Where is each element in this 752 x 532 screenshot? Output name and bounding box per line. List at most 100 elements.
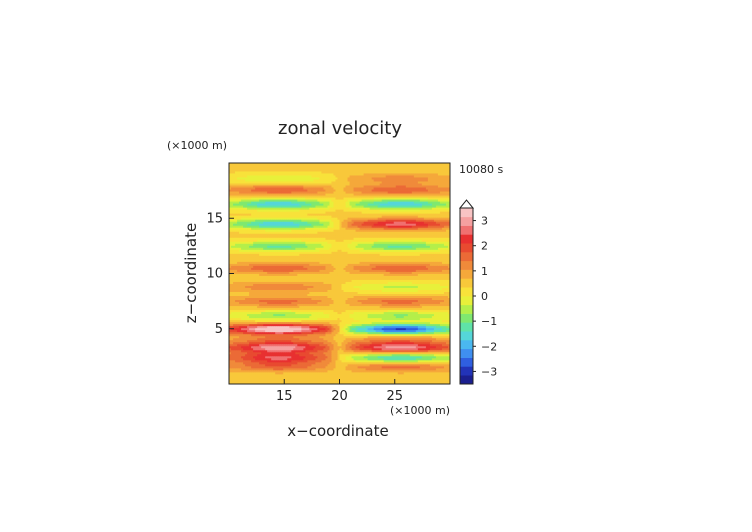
heatmap-cell [235,327,238,331]
heatmap-cell [303,355,306,359]
heatmap-cell [307,365,310,369]
heatmap-cell [297,355,300,359]
heatmap-cell [367,357,371,361]
heatmap-cell [431,333,435,337]
heatmap-cell [255,377,258,381]
heatmap-cell [407,371,411,375]
heatmap-cell [279,323,282,327]
heatmap-cell [301,367,304,371]
heatmap-cell [365,359,369,363]
heatmap-cell [273,341,276,345]
heatmap-cell [417,379,421,383]
heatmap-cell [271,365,274,369]
heatmap-cell [355,331,358,335]
heatmap-cell [301,329,304,333]
heatmap-cell [281,343,284,347]
heatmap-cell [359,347,362,351]
heatmap-cell [343,339,346,343]
heatmap-cell [229,329,232,333]
heatmap-cell [371,375,375,379]
heatmap-cell [337,365,340,369]
heatmap-cell [273,319,276,323]
heatmap-cell [431,335,435,339]
heatmap-cell [431,371,435,375]
heatmap-cell [255,329,258,333]
heatmap-cell [395,349,399,353]
heatmap-cell [397,377,401,381]
heatmap-cell [431,365,435,369]
heatmap-cell [287,323,290,327]
heatmap-cell [439,361,443,365]
heatmap-cell [307,343,310,347]
heatmap-cell [251,359,254,363]
heatmap-cell [291,351,294,355]
heatmap-cell [415,337,419,341]
heatmap-cell [291,337,294,341]
heatmap-cell [243,373,246,377]
heatmap-cell [425,379,429,383]
heatmap-cell [321,351,324,355]
heatmap-cell [303,359,306,363]
heatmap-cell [267,371,270,375]
heatmap-cell [365,353,369,357]
heatmap-cell [347,329,350,333]
heatmap-cell [295,359,298,363]
heatmap-cell [271,355,274,359]
heatmap-cell [343,351,346,355]
heatmap-cell [405,363,409,367]
heatmap-cell [331,321,334,325]
heatmap-cell [261,321,264,325]
heatmap-cell [431,381,435,385]
heatmap-cell [373,349,377,353]
heatmap-cell [373,381,377,385]
heatmap-cell [341,357,344,361]
heatmap-cell [421,367,425,371]
heatmap-cell [311,331,314,335]
heatmap-cell [327,361,330,365]
heatmap-cell [367,345,371,349]
heatmap-cell [263,367,266,371]
heatmap-cell [269,343,272,347]
heatmap-cell [305,369,308,373]
heatmap-cell [287,353,290,357]
heatmap-cell [235,361,238,365]
heatmap-cell [297,377,300,381]
heatmap-cell [271,379,274,383]
heatmap-cell [281,371,284,375]
heatmap-cell [413,337,417,341]
heatmap-cell [257,333,260,337]
heatmap-cell [233,373,236,377]
heatmap-cell [257,379,260,383]
heatmap-cell [319,327,322,331]
heatmap-cell [239,363,242,367]
heatmap-cell [365,363,369,367]
heatmap-cell [373,335,377,339]
heatmap-cell [389,381,393,385]
heatmap-cell [301,373,304,377]
heatmap-cell [275,329,278,333]
heatmap-cell [231,341,234,345]
heatmap-cell [351,321,354,325]
heatmap-cell [345,323,348,327]
heatmap-cell [393,363,397,367]
heatmap-cell [251,363,254,367]
heatmap-cell [381,375,385,379]
heatmap-cell [421,359,425,363]
heatmap-cell [357,347,360,351]
heatmap-cell [259,347,262,351]
heatmap-cell [441,349,445,353]
heatmap-cell [231,377,234,381]
heatmap-cell [359,325,362,329]
heatmap-cell [233,333,236,337]
heatmap-cell [291,349,294,353]
heatmap-cell [403,349,407,353]
heatmap-cell [283,359,286,363]
heatmap-cell [259,331,262,335]
heatmap-cell [381,323,385,327]
heatmap-cell [443,331,447,335]
heatmap-cell [387,329,391,333]
heatmap-cell [319,329,322,333]
heatmap-cell [261,357,264,361]
heatmap-cell [391,359,395,363]
heatmap-cell [429,331,433,335]
